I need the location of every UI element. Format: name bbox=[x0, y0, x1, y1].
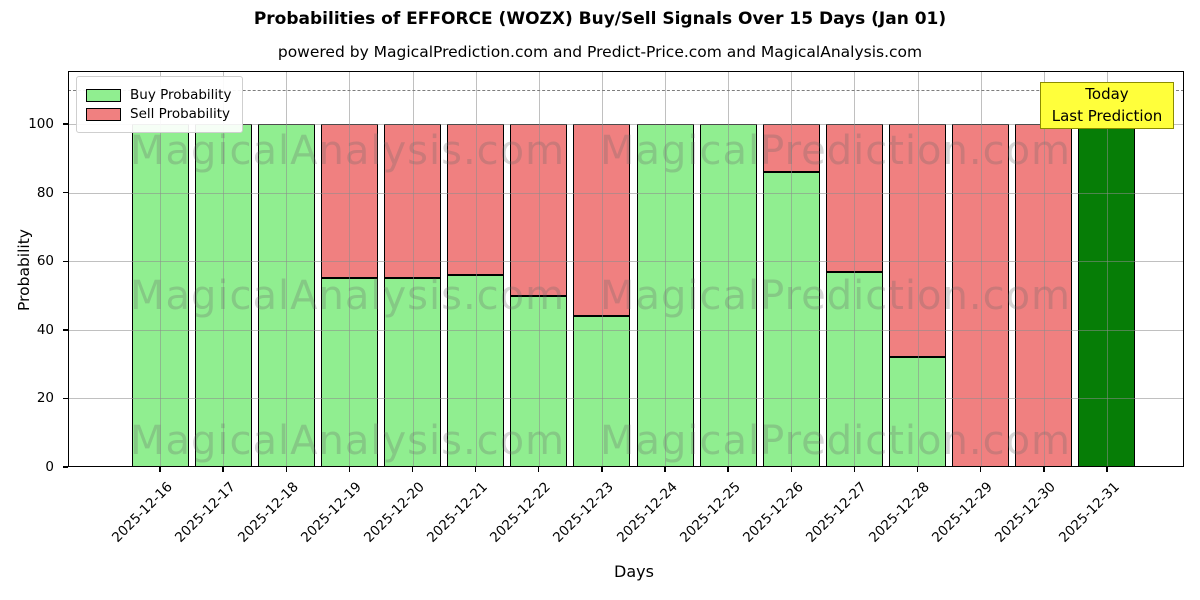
v-gridline bbox=[728, 71, 730, 467]
h-gridline bbox=[68, 261, 1184, 263]
x-tick-mark bbox=[601, 467, 603, 472]
h-gridline bbox=[68, 124, 1184, 126]
x-tick-label: 2025-12-19 bbox=[297, 479, 365, 546]
chart-legend: Buy Probability Sell Probability bbox=[76, 76, 244, 133]
x-tick-mark bbox=[916, 467, 919, 472]
x-tick-mark bbox=[285, 467, 287, 472]
x-tick-mark bbox=[1106, 467, 1108, 472]
h-gridline bbox=[68, 398, 1184, 400]
x-tick-label: 2025-12-21 bbox=[424, 479, 491, 546]
x-tick-label: 2025-12-24 bbox=[613, 479, 681, 546]
h-gridline bbox=[68, 329, 1184, 331]
y-tick-label: 40 bbox=[36, 321, 54, 338]
y-tick-mark bbox=[63, 466, 68, 468]
today-annotation: Today Last Prediction bbox=[1040, 82, 1174, 129]
x-tick-label: 2025-12-25 bbox=[676, 479, 744, 546]
x-tick-label: 2025-12-16 bbox=[108, 479, 176, 546]
page-subtitle: powered by MagicalPrediction.com and Pre… bbox=[277, 43, 923, 61]
x-tick-label: 2025-12-26 bbox=[739, 479, 807, 546]
page-title: Probabilities of EFFORCE (WOZX) Buy/Sell… bbox=[253, 9, 947, 29]
y-tick-label: 100 bbox=[28, 116, 54, 133]
h-gridline bbox=[68, 192, 1184, 194]
x-tick-mark bbox=[980, 467, 982, 472]
legend-label-sell: Sell Probability bbox=[130, 106, 231, 122]
x-tick-mark bbox=[727, 467, 729, 472]
buy-swatch-icon bbox=[86, 88, 121, 102]
x-tick-mark bbox=[790, 467, 793, 472]
v-gridline bbox=[538, 71, 540, 467]
v-gridline bbox=[160, 71, 161, 467]
today-annotation-line2: Last Prediction bbox=[1051, 107, 1163, 125]
x-axis-title: Days bbox=[614, 562, 654, 581]
x-tick-mark bbox=[538, 467, 540, 472]
x-tick-label: 2025-12-20 bbox=[361, 479, 428, 546]
x-tick-label: 2025-12-18 bbox=[234, 479, 302, 546]
v-gridline bbox=[412, 71, 414, 467]
x-tick-label: 2025-12-17 bbox=[171, 479, 239, 546]
v-gridline bbox=[791, 71, 793, 467]
y-tick-mark bbox=[63, 329, 68, 331]
v-gridline bbox=[223, 71, 225, 467]
y-tick-mark bbox=[63, 123, 68, 125]
y-tick-label: 60 bbox=[36, 253, 54, 270]
y-tick-mark bbox=[63, 397, 68, 400]
v-gridline bbox=[854, 71, 856, 467]
sell-swatch-icon bbox=[86, 107, 121, 121]
v-gridline bbox=[349, 71, 351, 467]
x-tick-label: 2025-12-29 bbox=[929, 479, 997, 546]
x-tick-label: 2025-12-30 bbox=[992, 479, 1060, 546]
today-annotation-line1: Today bbox=[1085, 85, 1129, 103]
v-gridline bbox=[980, 71, 982, 467]
v-gridline bbox=[1043, 71, 1045, 467]
x-tick-mark bbox=[159, 467, 161, 472]
y-axis: 0 20 40 60 80 100 bbox=[0, 71, 62, 475]
v-gridline bbox=[601, 71, 603, 467]
v-gridline bbox=[1106, 71, 1108, 467]
v-gridline bbox=[917, 71, 919, 467]
legend-item-buy: Buy Probability bbox=[86, 87, 231, 103]
chart-plot-area: Buy Probability Sell Probability Magical… bbox=[68, 71, 1184, 467]
v-gridline bbox=[286, 71, 288, 467]
y-tick-label: 20 bbox=[36, 390, 54, 407]
y-tick-label: 80 bbox=[36, 184, 54, 201]
x-tick-label: 2025-12-27 bbox=[802, 479, 870, 546]
x-tick-mark bbox=[411, 467, 414, 472]
x-tick-mark bbox=[664, 467, 666, 472]
threshold-dashline bbox=[68, 89, 1184, 91]
y-axis-title: Probability bbox=[15, 229, 33, 311]
x-tick-mark bbox=[853, 467, 856, 472]
v-gridline bbox=[475, 71, 477, 467]
y-tick-label: 0 bbox=[45, 459, 54, 475]
x-tick-mark bbox=[1043, 467, 1045, 472]
x-tick-label: 2025-12-31 bbox=[1055, 479, 1123, 546]
y-tick-mark bbox=[63, 260, 68, 262]
x-tick-label: 2025-12-22 bbox=[487, 479, 555, 546]
x-tick-mark bbox=[474, 467, 477, 472]
x-tick-mark bbox=[348, 467, 351, 472]
x-tick-mark bbox=[222, 467, 224, 472]
x-tick-label: 2025-12-28 bbox=[866, 479, 933, 546]
x-tick-label: 2025-12-23 bbox=[550, 479, 618, 546]
v-gridline bbox=[665, 71, 667, 467]
y-tick-mark bbox=[63, 192, 68, 194]
legend-label-buy: Buy Probability bbox=[130, 87, 232, 103]
legend-item-sell: Sell Probability bbox=[86, 106, 231, 122]
